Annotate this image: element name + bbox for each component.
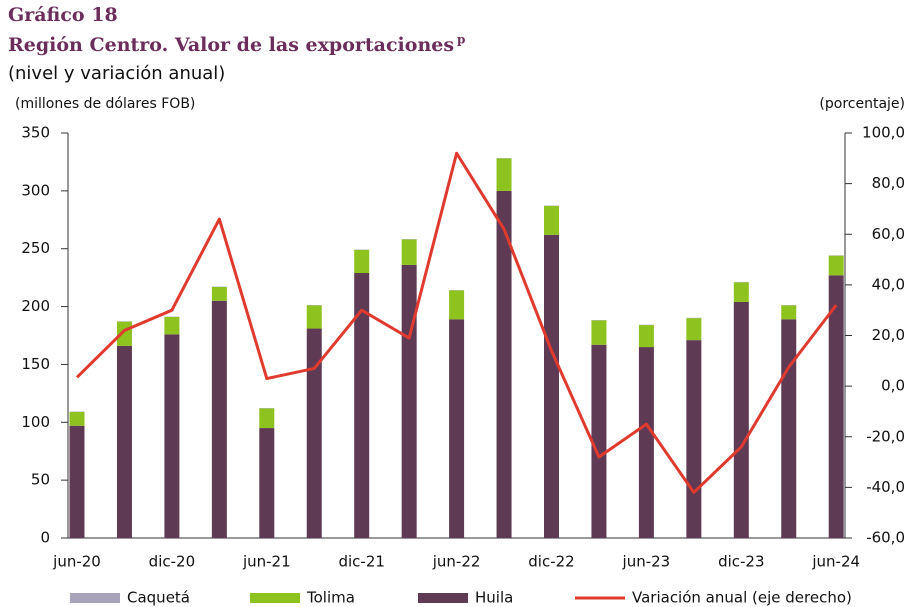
bar-segment [211,300,227,538]
x-tick-label: dic-21 [338,553,384,571]
y-tick-label: 150 [21,355,50,373]
x-tick-label: jun-24 [811,553,860,571]
y2-tick-label: -60,0 [866,529,905,547]
bar-segment [164,316,180,335]
y-tick-label: 300 [21,181,50,199]
bar-segment [69,425,85,538]
x-tick-label: jun-22 [432,553,481,571]
legend-swatch [250,593,300,603]
y-tick-label: 0 [40,529,50,547]
bar-segment [306,328,322,538]
bar-segment [211,286,227,301]
y2-tick-label: 0,0 [881,377,905,395]
bar-segment [638,325,654,348]
bar-segment [401,264,417,538]
bar-segment [116,345,132,538]
bar-segment [591,344,607,538]
bar-segment [828,275,844,538]
bar-segment [401,239,417,265]
chart-subtitle: Región Centro. Valor de las exportacione… [8,34,454,56]
bar-segment [69,411,85,426]
y-tick-label: 350 [21,124,50,142]
y2-tick-label: 20,0 [872,326,905,344]
subtitle-note: p [457,33,465,47]
caption: (nivel y variación anual) [8,63,225,84]
y2-axis-label: (porcentaje) [819,96,905,112]
bar-segment [733,282,749,302]
legend-label: Huila [475,589,513,607]
bar-segment [544,205,559,235]
x-tick-label: dic-20 [149,553,195,571]
y2-tick-label: -20,0 [866,427,905,445]
line-series [75,151,838,494]
y-tick-label: 200 [21,297,50,315]
bar-segment [686,340,702,538]
legend-label: Tolima [306,589,355,607]
bar-segment [544,234,559,539]
bar-segment [591,320,607,345]
bar-segment [638,347,654,538]
bar-segment [828,255,844,276]
legend-label: Caquetá [127,589,190,607]
bar-segment [781,319,797,538]
bar-segment [733,301,749,538]
chart-title: Gráfico 18 [8,4,118,26]
y-tick-label: 50 [31,471,50,489]
x-tick-label: jun-23 [622,553,671,571]
legend-swatch [418,593,468,603]
bar-segment [354,273,370,538]
y2-tick-label: 40,0 [872,275,905,293]
y-tick-label: 250 [21,239,50,257]
bar-segment [686,318,702,341]
bar-segment [449,290,465,320]
bar-segment [164,334,180,538]
y2-tick-label: -40,0 [866,478,905,496]
bar-segment [259,408,275,429]
bar-segment [449,319,465,538]
bar-segment [259,428,275,538]
x-tick-label: dic-23 [718,553,764,571]
legend-swatch [70,593,120,603]
y2-tick-label: 60,0 [872,225,905,243]
y2-tick-label: 80,0 [872,174,905,192]
y-tick-label: 100 [21,413,50,431]
x-tick-label: jun-20 [52,553,101,571]
x-tick-label: jun-21 [242,553,291,571]
bar-segment [496,158,512,191]
bar-segment [354,249,370,274]
bar-segment [781,305,797,320]
bar-segment [496,190,512,538]
legend-label: Variación anual (eje derecho) [632,589,852,607]
y2-tick-label: 100,0 [862,124,905,142]
y-axis-label: (millones de dólares FOB) [15,96,195,112]
bar-segment [306,305,322,329]
x-tick-label: dic-22 [528,553,574,571]
